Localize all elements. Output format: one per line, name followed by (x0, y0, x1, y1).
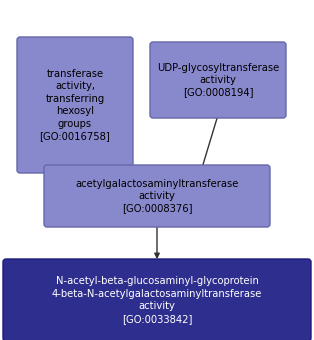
Text: transferase
activity,
transferring
hexosyl
groups
[GO:0016758]: transferase activity, transferring hexos… (40, 69, 111, 141)
FancyBboxPatch shape (44, 165, 270, 227)
Text: acetylgalactosaminyltransferase
activity
[GO:0008376]: acetylgalactosaminyltransferase activity… (75, 178, 239, 214)
Text: UDP-glycosyltransferase
activity
[GO:0008194]: UDP-glycosyltransferase activity [GO:000… (157, 63, 279, 97)
FancyBboxPatch shape (150, 42, 286, 118)
Text: N-acetyl-beta-glucosaminyl-glycoprotein
4-beta-N-acetylgalactosaminyltransferase: N-acetyl-beta-glucosaminyl-glycoprotein … (52, 276, 262, 324)
FancyBboxPatch shape (17, 37, 133, 173)
FancyBboxPatch shape (3, 259, 311, 340)
